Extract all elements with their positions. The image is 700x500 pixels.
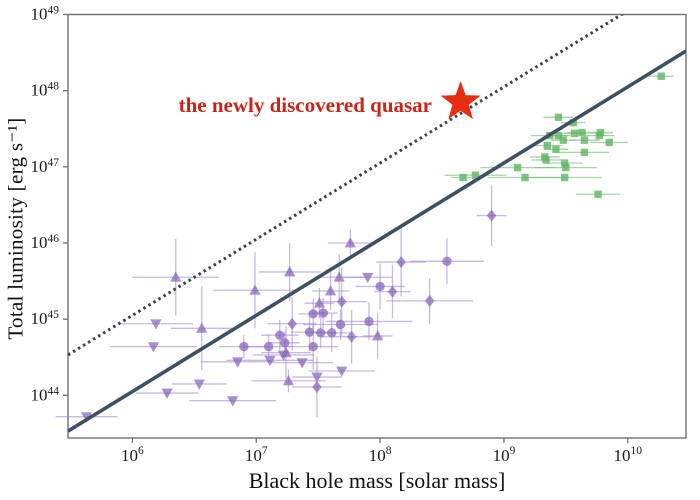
- agn-triangle-up-marker: [196, 322, 208, 333]
- agn-triangle-down-marker: [232, 357, 244, 368]
- x-tick-label: 107: [245, 445, 268, 465]
- agn-circle-marker: [308, 341, 318, 352]
- agn-circle-marker: [335, 319, 346, 330]
- x-axis-ticks: 106 107 108 109 1010: [121, 438, 642, 465]
- quasar-annotation-label: the newly discovered quasar: [178, 93, 432, 117]
- agn-diamond-marker: [396, 255, 406, 269]
- luminous-quasars-square-marker: [595, 131, 604, 140]
- agn-circle-marker: [318, 308, 328, 318]
- y-tick-label: 1045: [31, 309, 60, 328]
- luminous-quasars-square-marker: [542, 156, 550, 164]
- agn-triangle-up-marker: [170, 271, 182, 282]
- agn-circle-marker: [315, 328, 326, 338]
- luminous-quasars-square-marker: [543, 141, 551, 150]
- agn-triangle-up-marker: [333, 271, 345, 282]
- agn-triangle-up-marker: [284, 266, 296, 277]
- agn-triangle-up-marker: [249, 284, 261, 295]
- x-tick-label: 1010: [614, 445, 643, 465]
- agn-diamond-marker: [312, 380, 322, 394]
- agn-triangle-up-series: [170, 237, 384, 386]
- agn-triangle-down-marker: [147, 342, 160, 353]
- luminous-quasars-square-marker: [513, 163, 522, 172]
- y-tick-label: 1046: [31, 233, 60, 252]
- y-axis-ticks: 1044 1045 1046 1047 1048 1049: [31, 5, 68, 404]
- y-tick-label: 1048: [31, 81, 60, 100]
- agn-diamond-marker: [486, 209, 497, 222]
- agn-triangle-down-marker: [227, 396, 239, 407]
- agn-diamond-marker: [424, 294, 435, 307]
- agn-triangle-up-marker: [344, 237, 356, 248]
- luminous-quasars-square-marker: [552, 145, 560, 154]
- agn-circle-marker: [327, 328, 337, 338]
- agn-diamond-marker: [387, 285, 398, 298]
- quasar-star-marker: [440, 81, 481, 120]
- y-tick-label: 1049: [31, 5, 60, 24]
- reference-lines: [68, 14, 686, 433]
- agn-circle-marker: [280, 338, 290, 348]
- agn-circle-marker: [275, 330, 285, 340]
- agn-triangle-up-marker: [313, 297, 326, 308]
- luminous-quasars-square-marker: [554, 113, 563, 122]
- agn-triangle-down-marker: [193, 379, 205, 390]
- agn-diamond-marker: [346, 330, 357, 343]
- agn-triangle-down-marker: [336, 366, 348, 377]
- agn-triangle-down-marker: [80, 412, 93, 423]
- eddington-line: [68, 49, 686, 433]
- agn-diamond-errorbars: [267, 185, 507, 418]
- agn-triangle-down-marker: [277, 350, 290, 361]
- x-axis-label: Black hole mass [solar mass]: [248, 468, 506, 493]
- plot-frame: [67, 13, 687, 439]
- agn-triangle-down-marker: [296, 358, 308, 369]
- agn-diamond-marker: [287, 317, 297, 330]
- agn-triangle-up-marker: [282, 374, 295, 386]
- agn-triangle-down-marker: [264, 355, 276, 367]
- luminous-quasars-square-marker: [570, 129, 579, 138]
- x-tick-label: 106: [121, 445, 144, 465]
- luminous-quasars-square-marker: [580, 148, 589, 157]
- agn-diamond-marker: [337, 295, 347, 308]
- agn-diamond-series: [287, 209, 497, 394]
- agn-circle-marker: [308, 309, 318, 319]
- y-axis-label: Total luminosity [erg s⁻¹]: [3, 117, 28, 340]
- agn-triangle-down-marker: [362, 272, 374, 284]
- agn-triangle-up-marker: [324, 285, 337, 296]
- luminous-quasars-square-marker: [459, 173, 467, 182]
- luminous-quasars-square-marker: [605, 138, 613, 147]
- luminous-quasars-square-marker: [471, 171, 480, 179]
- agn-circle-marker: [364, 316, 374, 327]
- agn-triangle-down-series: [80, 272, 374, 423]
- luminous-quasars-square-marker: [578, 128, 586, 137]
- agn-triangle-down-marker: [161, 388, 173, 399]
- x-tick-label: 109: [493, 445, 516, 465]
- agn-circle-marker: [304, 327, 315, 337]
- luminous-quasars-square-marker: [521, 173, 529, 182]
- y-tick-label: 1044: [31, 385, 60, 404]
- agn-circle-marker: [442, 256, 452, 266]
- agn-circle-series: [239, 256, 452, 352]
- agn-circle-marker: [239, 341, 249, 352]
- agn-triangle-up-marker: [372, 330, 384, 341]
- y-tick-label: 1047: [31, 157, 60, 176]
- luminous-quasars-square-marker: [562, 163, 570, 172]
- luminous-quasars-square-marker: [560, 173, 569, 182]
- luminous-quasars-square-marker: [594, 190, 602, 198]
- x-tick-label: 108: [369, 445, 392, 465]
- agn-triangle-down-marker: [150, 319, 162, 330]
- agn-circle-marker: [263, 341, 274, 352]
- luminous-quasars-square-marker: [559, 136, 568, 144]
- luminous-quasars-square-marker: [580, 136, 589, 144]
- agn-circle-marker: [375, 281, 385, 292]
- luminous-quasars-square-marker: [657, 72, 665, 80]
